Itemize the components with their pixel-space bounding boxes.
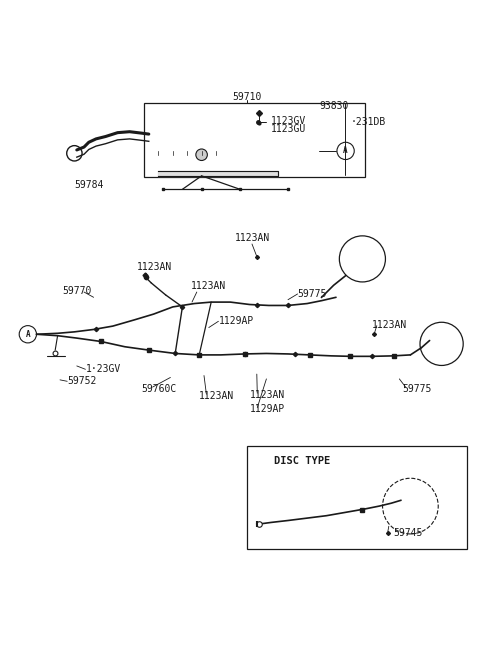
Circle shape xyxy=(67,146,82,161)
Text: DISC TYPE: DISC TYPE xyxy=(274,456,330,466)
Text: 1123AN: 1123AN xyxy=(250,390,285,399)
Text: 59760C: 59760C xyxy=(142,384,177,394)
Text: 93830: 93830 xyxy=(319,101,348,111)
Bar xyxy=(144,103,365,177)
Text: 59710: 59710 xyxy=(232,92,262,102)
Circle shape xyxy=(339,236,385,282)
Circle shape xyxy=(420,323,463,365)
Text: 1129AP: 1129AP xyxy=(218,316,253,327)
Text: 1123AN: 1123AN xyxy=(191,281,226,291)
Text: 59784: 59784 xyxy=(74,179,104,189)
Text: A: A xyxy=(343,147,348,156)
Text: 1129AP: 1129AP xyxy=(250,404,285,414)
Text: 1123AN: 1123AN xyxy=(137,262,172,272)
Circle shape xyxy=(19,326,36,343)
Text: 1·23GV: 1·23GV xyxy=(85,364,120,374)
Text: 59745: 59745 xyxy=(394,528,423,537)
Text: 1123AN: 1123AN xyxy=(199,391,234,401)
Text: 59775: 59775 xyxy=(298,289,327,299)
Circle shape xyxy=(337,143,354,160)
Text: 59775: 59775 xyxy=(402,384,432,394)
Text: ·231DB: ·231DB xyxy=(350,117,385,127)
Text: 1123GV: 1123GV xyxy=(271,116,306,126)
Text: 1123GU: 1123GU xyxy=(271,124,306,134)
Text: A: A xyxy=(25,330,30,339)
Bar xyxy=(247,446,467,549)
Circle shape xyxy=(196,149,207,160)
Text: 59770: 59770 xyxy=(62,286,92,296)
Circle shape xyxy=(383,478,438,534)
Text: 59752: 59752 xyxy=(67,376,96,386)
Text: 1123AN: 1123AN xyxy=(372,320,407,330)
Text: 1123AN: 1123AN xyxy=(234,233,270,243)
